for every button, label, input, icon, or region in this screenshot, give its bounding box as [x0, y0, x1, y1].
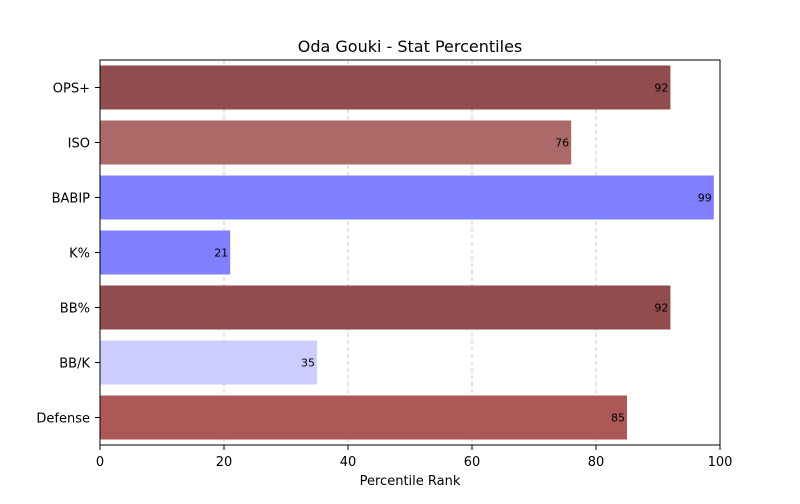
- bar-iso: [100, 120, 572, 165]
- x-tick-label: 40: [340, 455, 357, 470]
- x-tick-label: 0: [96, 455, 104, 470]
- x-tick-label: 60: [464, 455, 481, 470]
- y-axis-ticks: OPS+ ISO BABIP K% BB% BB/K Defense: [36, 82, 100, 427]
- bar-bb-: [100, 285, 671, 330]
- bar-babip: [100, 175, 714, 220]
- bar-value-labels: 92 76 99 21 92 35 85: [214, 82, 712, 425]
- bar-value-label: 35: [301, 357, 315, 370]
- y-tick-label: BABIP: [52, 192, 91, 207]
- bar-value-label: 92: [654, 82, 668, 95]
- y-tick-label: BB/K: [59, 357, 90, 372]
- bar-value-label: 92: [654, 302, 668, 315]
- y-tick-label: BB%: [60, 302, 90, 317]
- y-tick-label: K%: [69, 247, 90, 262]
- bar-defense: [100, 395, 627, 440]
- y-tick-label: Defense: [36, 412, 90, 427]
- y-tick-label: ISO: [68, 137, 90, 152]
- bar-value-label: 99: [698, 192, 712, 205]
- bar-ops-: [100, 65, 671, 110]
- x-tick-label: 20: [216, 455, 233, 470]
- y-tick-label: OPS+: [53, 82, 90, 97]
- chart-title: Oda Gouki - Stat Percentiles: [298, 37, 523, 56]
- bar-value-label: 76: [555, 137, 569, 150]
- bar-bb-k: [100, 340, 317, 385]
- bar-k-: [100, 230, 231, 275]
- bars: [100, 65, 714, 440]
- bar-value-label: 85: [611, 412, 625, 425]
- grid-lines: [223, 60, 597, 445]
- x-axis-ticks: 0 20 40 60 80 100: [96, 445, 733, 470]
- x-tick-label: 80: [588, 455, 605, 470]
- x-tick-label: 100: [708, 455, 733, 470]
- x-axis-label: Percentile Rank: [360, 474, 461, 489]
- bar-value-label: 21: [214, 247, 228, 260]
